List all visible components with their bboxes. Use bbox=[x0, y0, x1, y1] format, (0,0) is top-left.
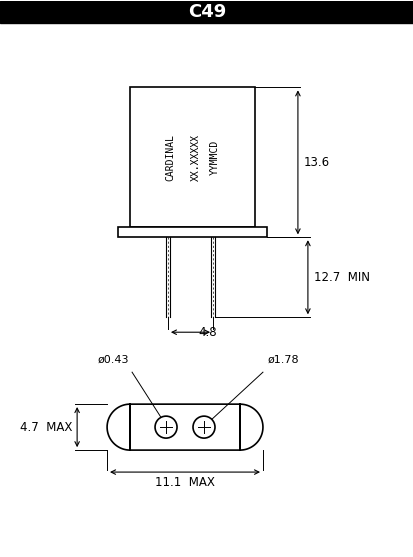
Polygon shape bbox=[107, 404, 262, 450]
Text: YYMMCD: YYMMCD bbox=[209, 140, 219, 175]
Text: ø0.43: ø0.43 bbox=[97, 354, 128, 364]
Text: ø1.78: ø1.78 bbox=[267, 354, 299, 364]
Text: 13.6: 13.6 bbox=[303, 156, 329, 169]
Bar bbox=[130, 87, 254, 227]
Circle shape bbox=[155, 416, 177, 438]
Text: 4.7  MAX: 4.7 MAX bbox=[20, 421, 72, 433]
Text: 11.1  MAX: 11.1 MAX bbox=[155, 476, 214, 489]
Text: CARDINAL: CARDINAL bbox=[165, 134, 175, 181]
Text: XX.XXXXX: XX.XXXXX bbox=[190, 134, 200, 181]
Circle shape bbox=[192, 416, 214, 438]
Bar bbox=[118, 227, 266, 237]
Text: C49: C49 bbox=[188, 3, 225, 21]
Text: 4.8: 4.8 bbox=[198, 326, 216, 339]
Bar bbox=[0, 1, 413, 22]
Text: 12.7  MIN: 12.7 MIN bbox=[313, 271, 369, 284]
